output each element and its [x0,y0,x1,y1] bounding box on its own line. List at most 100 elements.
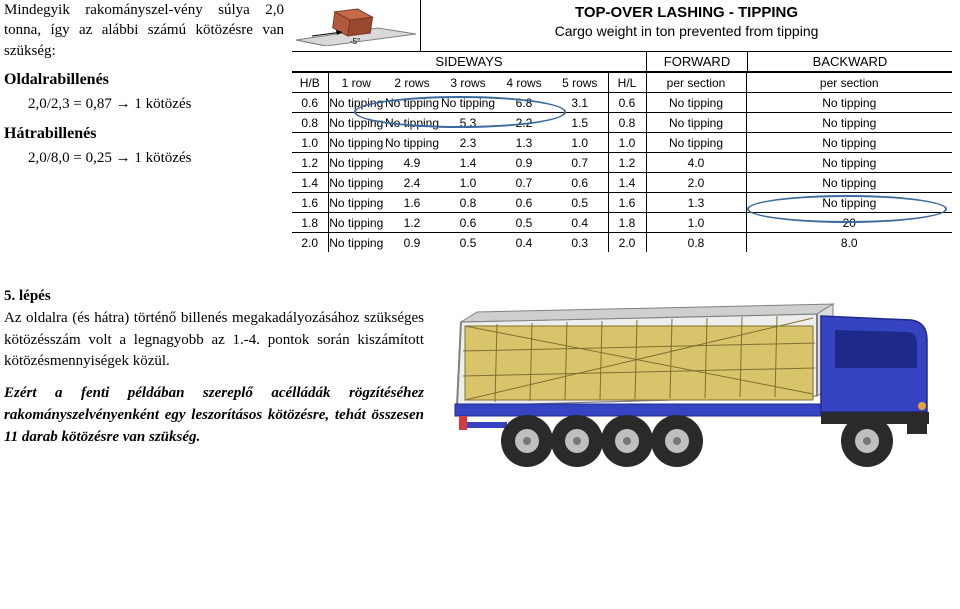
col-header: H/L [608,73,646,93]
cell: 6.8 [496,93,552,113]
cell: 0.6 [292,93,328,113]
cell: 0.8 [608,113,646,133]
cell: 1.6 [292,193,328,213]
cell: 0.6 [440,213,496,233]
cell: No tipping [746,153,952,173]
step-text-block: 5. lépés Az oldalra (és hátra) történő b… [4,286,424,458]
cell: No tipping [328,133,384,153]
cell: 0.6 [496,193,552,213]
cell: 1.3 [646,193,746,213]
cell: 20 [746,213,952,233]
cell: 1.5 [552,113,608,133]
cell: 0.8 [440,193,496,213]
cell: 0.4 [496,233,552,253]
cell: No tipping [646,113,746,133]
cell: 1.0 [646,213,746,233]
section-backward: BACKWARD [747,52,952,71]
trailer [455,304,833,430]
table-subtitle: Cargo weight in ton prevented from tippi… [421,23,952,39]
cell: No tipping [746,93,952,113]
cell: No tipping [746,173,952,193]
cell: No tipping [646,93,746,113]
cell: 0.9 [496,153,552,173]
table-row: 2.0No tipping0.90.50.40.32.00.88.0 [292,233,952,253]
col-header: 2 rows [384,73,440,93]
cell: 0.3 [552,233,608,253]
cell: No tipping [746,133,952,153]
calc-2: 2,0/8,0 = 0,25 → 1 kötözés [28,148,284,168]
cell: 1.2 [292,153,328,173]
table-row: 1.6No tipping1.60.80.60.51.61.3No tippin… [292,193,952,213]
cell: 0.5 [552,193,608,213]
cell: 1.4 [608,173,646,193]
cell: No tipping [440,93,496,113]
tipping-icon: -5° [292,0,421,51]
cell: No tipping [746,193,952,213]
intro-paragraph: Mindegyik rakományszel-vény súlya 2,0 to… [4,0,284,61]
cell: No tipping [328,193,384,213]
lashing-data-table: H/B1 row2 rows3 rows4 rows5 rowsH/Lper s… [292,72,952,252]
cell: No tipping [328,233,384,253]
section-headers: SIDEWAYS FORWARD BACKWARD [292,52,952,72]
cell: 1.2 [384,213,440,233]
cell: 2.3 [440,133,496,153]
table-header-row: H/B1 row2 rows3 rows4 rows5 rowsH/Lper s… [292,73,952,93]
cell: 1.4 [440,153,496,173]
cell: No tipping [328,213,384,233]
cell: 3.1 [552,93,608,113]
top-row: Mindegyik rakományszel-vény súlya 2,0 to… [0,0,960,252]
cell: 4.0 [646,153,746,173]
bottom-row: 5. lépés Az oldalra (és hátra) történő b… [0,252,960,506]
step-5-paragraph: 5. lépés Az oldalra (és hátra) történő b… [4,286,424,373]
table-row: 1.0No tippingNo tipping2.31.31.01.0No ti… [292,133,952,153]
col-header: 1 row [328,73,384,93]
cell: No tipping [746,113,952,133]
cell: 4.9 [384,153,440,173]
cell: 0.5 [496,213,552,233]
step-label: 5. lépés [4,288,51,304]
col-header: 5 rows [552,73,608,93]
page: Mindegyik rakományszel-vény súlya 2,0 to… [0,0,960,506]
table-row: 0.6No tippingNo tippingNo tipping6.83.10… [292,93,952,113]
table-row: 0.8No tippingNo tipping5.32.21.50.8No ti… [292,113,952,133]
col-header: 4 rows [496,73,552,93]
cell: No tipping [328,93,384,113]
cell: No tipping [384,113,440,133]
cell: 5.3 [440,113,496,133]
cell: 1.0 [552,133,608,153]
intro-text-block: Mindegyik rakományszel-vény súlya 2,0 to… [4,0,292,174]
cell: 0.7 [552,153,608,173]
cell: 0.8 [292,113,328,133]
cell: 2.0 [646,173,746,193]
cell: 1.0 [292,133,328,153]
cell: 1.6 [608,193,646,213]
table-header: -5° TOP-OVER LASHING - TIPPING Cargo wei… [292,0,952,52]
cell: 0.7 [496,173,552,193]
table-title-block: TOP-OVER LASHING - TIPPING Cargo weight … [421,0,952,51]
truck-illustration [424,286,950,506]
cell: No tipping [328,153,384,173]
cell: No tipping [384,133,440,153]
cell: No tipping [646,133,746,153]
cell: No tipping [328,173,384,193]
cell: 1.2 [608,153,646,173]
calc-1: 2,0/2,3 = 0,87 → 1 kötözés [28,94,284,114]
step-body: Az oldalra (és hátra) történő billenés m… [4,310,424,370]
lashing-table: -5° TOP-OVER LASHING - TIPPING Cargo wei… [292,0,952,252]
cell: 1.0 [608,133,646,153]
cell: 1.6 [384,193,440,213]
section-forward: FORWARD [646,52,747,71]
col-header: 3 rows [440,73,496,93]
cell: 0.6 [608,93,646,113]
cell: No tipping [328,113,384,133]
cell: 1.4 [292,173,328,193]
table-row: 1.8No tipping1.20.60.50.41.81.020 [292,213,952,233]
cell: 1.8 [608,213,646,233]
cell: 0.9 [384,233,440,253]
cell: 1.8 [292,213,328,233]
cell: No tipping [384,93,440,113]
cell: 0.8 [646,233,746,253]
conclusion-paragraph: Ezért a fenti példában szereplő acélládá… [4,383,424,448]
heading-oldalrabillenes: Oldalrabillenés [4,69,284,91]
cell: 0.5 [440,233,496,253]
